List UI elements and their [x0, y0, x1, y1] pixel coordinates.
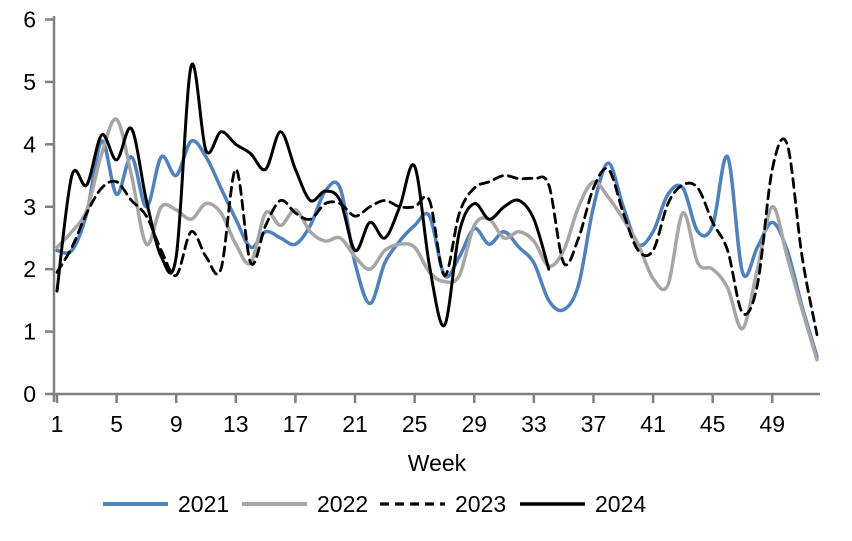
series-line-2023 [55, 137, 819, 337]
x-tick-label: 13 [223, 411, 249, 437]
legend: 2021 2022 2023 2024 [103, 491, 646, 517]
y-tick-label: 3 [23, 194, 36, 220]
x-tick-label: 5 [110, 411, 123, 437]
series-lines [55, 62, 819, 362]
y-tick-label: 2 [23, 256, 36, 282]
series-line-2022 [55, 117, 819, 362]
legend-item-2023: 2023 [380, 491, 506, 517]
x-tick-label: 25 [402, 411, 428, 437]
legend-item-2024: 2024 [520, 491, 646, 517]
y-tick-label: 0 [23, 381, 36, 407]
x-tick-label: 17 [283, 411, 309, 437]
y-tick-label: 1 [23, 319, 36, 345]
y-tick-label: 6 [23, 7, 36, 33]
legend-label-2024: 2024 [595, 491, 646, 517]
legend-item-2021: 2021 [103, 491, 229, 517]
x-tick-label: 29 [461, 411, 487, 437]
x-tick-label: 33 [521, 411, 547, 437]
legend-item-2022: 2022 [242, 491, 368, 517]
x-tick-label: 45 [700, 411, 726, 437]
x-tick-label: 21 [342, 411, 368, 437]
y-tick-label: 5 [23, 69, 36, 95]
x-tick-label: 9 [170, 411, 183, 437]
y-tick-label: 4 [23, 131, 36, 157]
legend-label-2022: 2022 [317, 491, 368, 517]
series-line-2024 [55, 62, 551, 328]
x-axis-title: Week [408, 450, 467, 476]
x-tick-label: 1 [51, 411, 64, 437]
legend-label-2023: 2023 [455, 491, 506, 517]
x-tick-label: 49 [759, 411, 785, 437]
legend-label-2021: 2021 [178, 491, 229, 517]
x-tick-label: 41 [640, 411, 666, 437]
x-tick-label: 37 [581, 411, 607, 437]
